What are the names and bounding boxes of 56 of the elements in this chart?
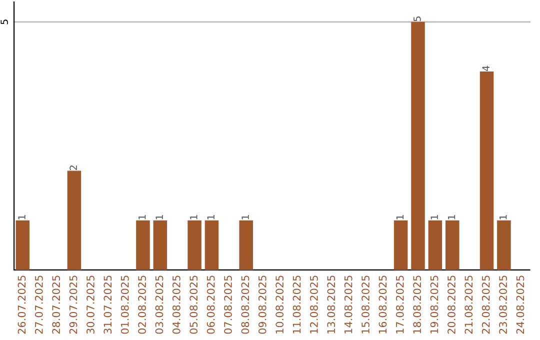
x-tick-label: 23.08.2025 — [499, 276, 507, 334]
x-tick-label: 20.08.2025 — [448, 276, 456, 334]
x-tick-label: 16.08.2025 — [378, 276, 387, 334]
x-tick-label: 09.08.2025 — [258, 276, 266, 334]
x-tick-label: 08.08.2025 — [241, 276, 250, 334]
x-tick-label: 15.08.2025 — [362, 276, 370, 334]
bar — [497, 220, 511, 270]
x-tick-label: 01.08.2025 — [120, 276, 129, 334]
data-label: 1 — [500, 215, 507, 220]
bar — [136, 220, 150, 270]
data-label: 2 — [70, 166, 77, 170]
x-tick-label: 10.08.2025 — [276, 276, 284, 334]
x-tick-label: 13.08.2025 — [327, 276, 336, 334]
x-tick-label: 07.08.2025 — [224, 276, 232, 334]
data-label: 1 — [242, 215, 249, 220]
data-label: 1 — [207, 215, 214, 220]
x-tick-label: 11.08.2025 — [292, 276, 301, 334]
bar — [411, 22, 425, 270]
x-tick-label: 22.08.2025 — [482, 276, 490, 334]
bar — [480, 72, 494, 270]
bar — [428, 220, 442, 270]
x-tick-label: 24.08.2025 — [516, 276, 524, 334]
x-tick-label: 28.07.2025 — [52, 276, 60, 334]
x-tick-label: 17.08.2025 — [396, 276, 404, 334]
x-tick-label: 14.08.2025 — [344, 276, 352, 334]
x-tick-label: 06.08.2025 — [206, 276, 215, 334]
bar — [153, 220, 168, 270]
bar — [446, 220, 460, 270]
x-tick-label: 18.08.2025 — [413, 276, 422, 334]
bar — [16, 220, 30, 270]
x-tick-label: 30.07.2025 — [86, 276, 94, 334]
x-tick-label: 02.08.2025 — [138, 276, 146, 334]
data-label: 1 — [190, 215, 198, 220]
x-tick-label: 05.08.2025 — [190, 276, 198, 334]
x-tick-label: 03.08.2025 — [155, 276, 164, 334]
data-label: 5 — [414, 16, 421, 22]
data-label: 1 — [138, 215, 146, 220]
data-label: 1 — [156, 215, 163, 220]
bar — [204, 220, 219, 270]
bar — [67, 170, 82, 270]
x-tick-label: 04.08.2025 — [172, 276, 180, 334]
bar — [239, 220, 253, 270]
data-label: 1 — [18, 215, 26, 220]
data-label: 4 — [482, 66, 490, 72]
x-tick-label: 21.08.2025 — [464, 276, 473, 334]
bar — [188, 220, 202, 270]
x-tick-label: 12.08.2025 — [310, 276, 318, 334]
x-tick-label: 31.07.2025 — [104, 276, 112, 334]
bar — [394, 220, 408, 270]
data-label: 1 — [430, 215, 438, 220]
x-tick-label: 27.07.2025 — [34, 276, 43, 334]
x-tick-label: 26.07.2025 — [18, 276, 26, 334]
data-label: 1 — [396, 215, 404, 220]
x-tick-label: 29.07.2025 — [69, 276, 78, 334]
data-label: 1 — [448, 215, 456, 220]
x-tick-label: 19.08.2025 — [430, 276, 438, 334]
